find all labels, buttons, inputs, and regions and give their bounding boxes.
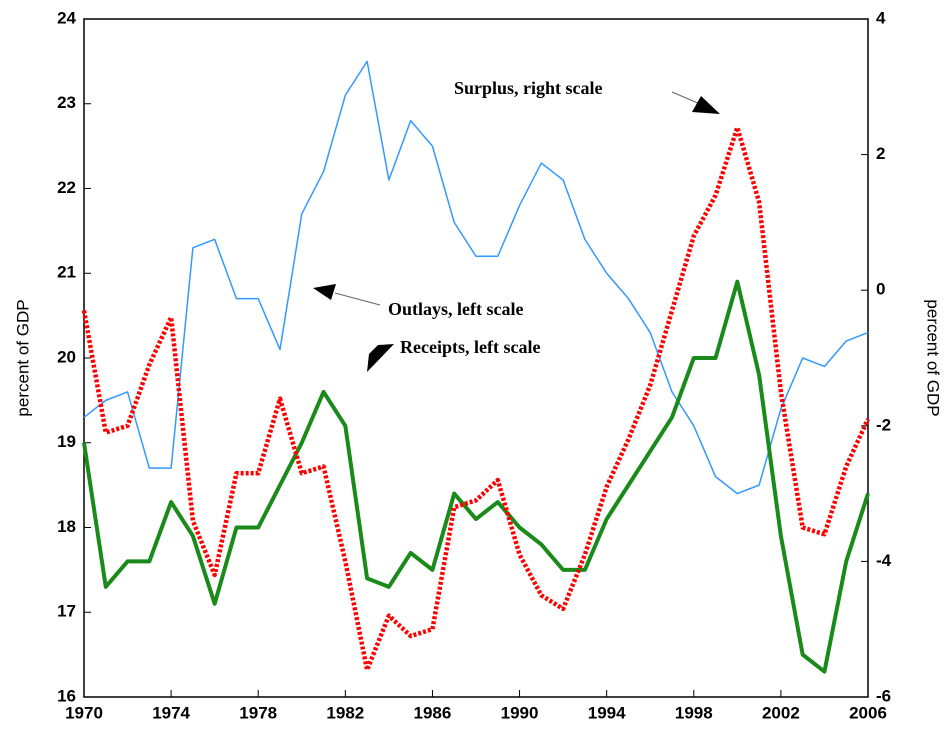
y2-tick-label: 4 xyxy=(876,8,886,27)
y2-axis-label: percent of GDP xyxy=(924,299,943,416)
y-tick-label: 20 xyxy=(57,347,76,366)
y2-tick-label: -6 xyxy=(876,686,891,705)
y-tick-label: 23 xyxy=(57,93,76,112)
arrow xyxy=(334,292,381,306)
x-tick-label: 1982 xyxy=(326,703,364,722)
y-tick-label: 21 xyxy=(57,263,76,282)
arrowhead xyxy=(692,96,720,114)
series-line xyxy=(82,279,870,674)
y-tick-label: 18 xyxy=(57,517,76,536)
arrowhead xyxy=(313,284,336,300)
y-axis-label: percent of GDP xyxy=(13,299,32,416)
x-tick-label: 1994 xyxy=(588,703,626,722)
annotation: Receipts, left scale xyxy=(400,337,540,357)
y2-tick-label: -2 xyxy=(876,415,891,434)
y-tick-label: 16 xyxy=(57,686,76,705)
annotation: Surplus, right scale xyxy=(454,78,603,98)
arrowhead xyxy=(367,344,394,372)
x-tick-label: 1970 xyxy=(65,703,103,722)
series-line xyxy=(83,60,869,495)
x-tick-label: 1974 xyxy=(152,703,190,722)
series-line xyxy=(81,125,871,673)
y-tick-label: 24 xyxy=(57,8,76,27)
y-tick-label: 22 xyxy=(57,178,76,197)
y-tick-label: 17 xyxy=(57,602,76,621)
x-tick-label: 1998 xyxy=(675,703,713,722)
x-tick-label: 1978 xyxy=(239,703,277,722)
x-tick-label: 2002 xyxy=(762,703,800,722)
y2-tick-label: -4 xyxy=(876,551,892,570)
plot-frame xyxy=(83,18,869,698)
y2-tick-label: 2 xyxy=(876,144,885,163)
y2-tick-label: 0 xyxy=(876,280,885,299)
y-tick-label: 19 xyxy=(57,432,76,451)
annotation: Outlays, left scale xyxy=(388,299,523,319)
x-tick-label: 1990 xyxy=(501,703,539,722)
x-tick-label: 2006 xyxy=(849,703,887,722)
arrow xyxy=(671,91,701,105)
x-tick-label: 1986 xyxy=(414,703,452,722)
